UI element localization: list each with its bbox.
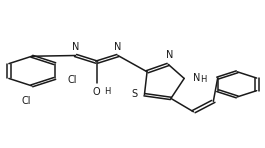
Text: N: N	[114, 42, 122, 52]
Text: H: H	[201, 75, 207, 84]
Text: O: O	[93, 87, 100, 97]
Text: N: N	[193, 73, 201, 83]
Text: N: N	[72, 42, 79, 52]
Text: N: N	[166, 50, 173, 60]
Text: Cl: Cl	[22, 96, 31, 106]
Text: Cl: Cl	[68, 75, 77, 85]
Text: S: S	[132, 89, 138, 99]
Text: H: H	[104, 87, 111, 96]
